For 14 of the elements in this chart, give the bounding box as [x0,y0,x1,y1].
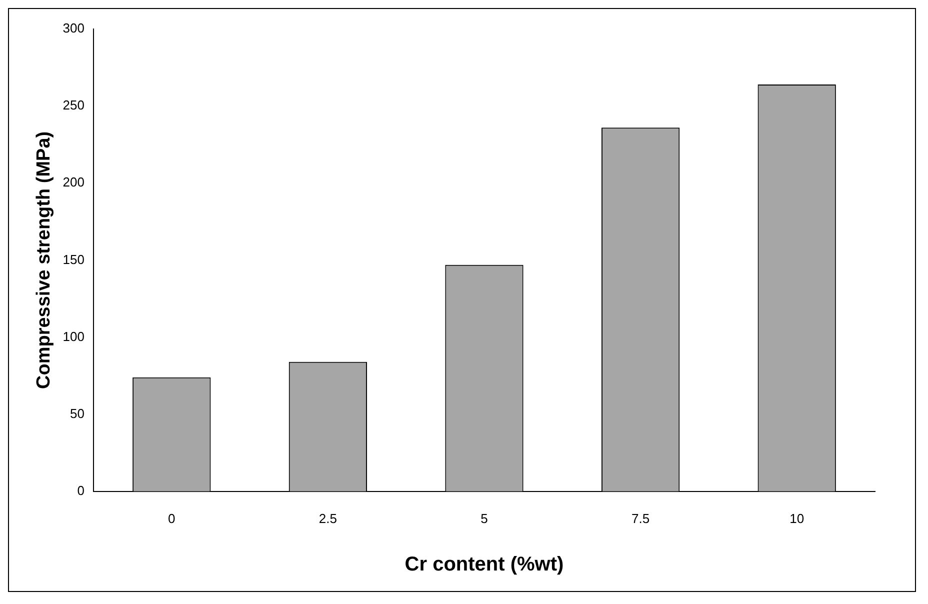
y-tick-label: 150 [62,252,84,267]
x-tick-label: 2.5 [318,510,337,526]
y-tick-label: 0 [77,482,84,498]
y-axis-title: Compressive strength (MPa) [34,131,55,390]
x-tick-label: 10 [790,510,804,526]
y-tick-label: 50 [70,406,84,421]
y-tick-label: 300 [62,20,84,36]
x-tick-label: 0 [168,510,176,526]
x-tick-label: 5 [480,510,488,526]
y-tick-label: 250 [62,98,84,113]
x-tick-label: 7.5 [632,510,650,526]
x-axis-title: Cr content (%wt) [404,554,564,576]
y-tick-label: 100 [62,328,84,344]
y-tick-label: 200 [62,174,84,190]
